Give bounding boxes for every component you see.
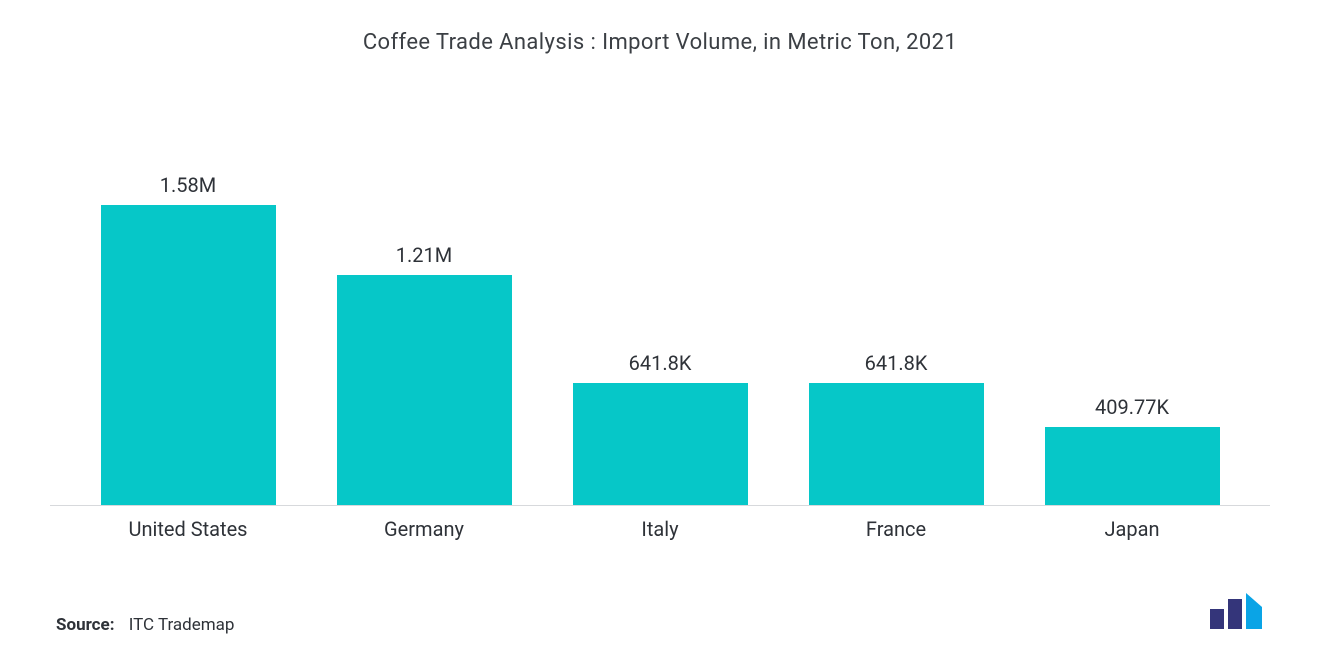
bar-category-label: Japan bbox=[1104, 517, 1159, 541]
logo-icon bbox=[1208, 591, 1264, 631]
chart-container: Coffee Trade Analysis : Import Volume, i… bbox=[0, 0, 1320, 665]
bar-group: 641.8K France bbox=[806, 351, 986, 541]
bar-category-label: Italy bbox=[641, 517, 678, 541]
bar bbox=[337, 275, 512, 505]
bar bbox=[1045, 427, 1220, 505]
bar-group: 641.8K Italy bbox=[570, 351, 750, 541]
bar-value-label: 409.77K bbox=[1095, 395, 1169, 419]
source-attribution: Source: ITC Trademap bbox=[56, 615, 234, 635]
source-value: ITC Trademap bbox=[129, 615, 235, 635]
bar-chart-plot-area: 1.58M United States 1.21M Germany 641.8K Ital… bbox=[50, 85, 1270, 551]
brand-logo bbox=[1208, 591, 1264, 635]
bar-group: 409.77K Japan bbox=[1042, 395, 1222, 541]
chart-footer: Source: ITC Trademap bbox=[50, 591, 1270, 635]
bar-category-label: France bbox=[866, 517, 926, 541]
chart-baseline bbox=[50, 505, 1270, 506]
bar bbox=[101, 205, 276, 505]
source-label: Source: bbox=[56, 615, 114, 635]
bar bbox=[573, 383, 748, 505]
chart-title: Coffee Trade Analysis : Import Volume, i… bbox=[50, 30, 1270, 55]
bar-value-label: 641.8K bbox=[865, 351, 928, 375]
bar-group: 1.58M United States bbox=[98, 173, 278, 541]
bar bbox=[809, 383, 984, 505]
bar-category-label: United States bbox=[128, 517, 247, 541]
bar-value-label: 1.21M bbox=[396, 243, 452, 267]
bar-value-label: 641.8K bbox=[629, 351, 692, 375]
bar-category-label: Germany bbox=[384, 517, 464, 541]
bar-value-label: 1.58M bbox=[160, 173, 216, 197]
bar-group: 1.21M Germany bbox=[334, 243, 514, 541]
